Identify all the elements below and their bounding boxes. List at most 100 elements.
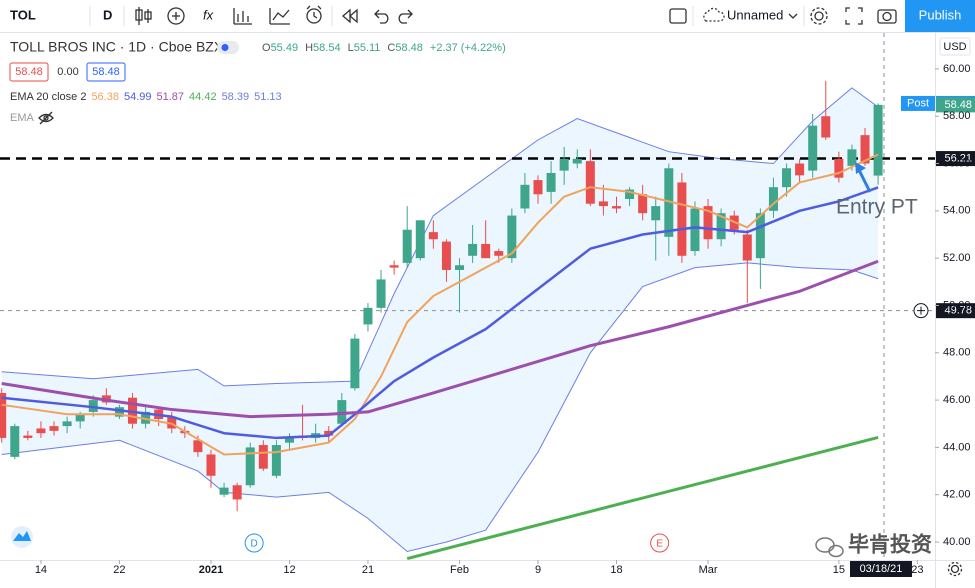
event-marker [650, 533, 670, 553]
candle-body [23, 435, 33, 438]
currency-box[interactable] [939, 37, 971, 56]
candle-body [0, 392, 7, 438]
candle-body [703, 206, 713, 240]
candle-body [677, 182, 687, 256]
fullscreen-icon[interactable] [845, 7, 863, 25]
candle-body [415, 220, 425, 259]
post-tag-label: Post [907, 97, 929, 109]
layout-name[interactable]: Unnamed [727, 7, 783, 22]
candle-body [441, 241, 451, 270]
candle-body [350, 338, 360, 389]
ohlc-key: H [305, 42, 313, 54]
candle-body [559, 158, 569, 171]
watermark-icon [815, 537, 844, 558]
candle-body [258, 445, 268, 469]
ema-value: 58.39 [222, 91, 250, 103]
publish-button[interactable] [905, 0, 975, 32]
event-marker [244, 533, 264, 553]
annotation: Entry PT [836, 196, 918, 219]
candle-body [598, 201, 608, 207]
candle-body [873, 104, 883, 176]
candle-body [690, 208, 700, 252]
band-line [1, 87, 879, 387]
cloud-icon [703, 7, 725, 22]
candle-body [651, 206, 661, 221]
x-tick-label: Mar [699, 564, 718, 576]
candle-body [376, 279, 386, 308]
settings-icon[interactable] [810, 7, 828, 25]
y-tick-label: 52.00 [943, 252, 971, 264]
y-tick-label: 54.00 [943, 205, 971, 217]
compare-icon[interactable] [233, 8, 252, 25]
ema-value: 51.13 [254, 91, 282, 103]
symbol[interactable]: TOL [10, 7, 36, 22]
dropdown-arrow[interactable] [788, 13, 798, 19]
ohlc-value: 55.11 [354, 42, 381, 54]
candle-body [638, 194, 648, 214]
ma-line [1, 186, 879, 440]
candle-body [494, 251, 504, 256]
candle-body [860, 135, 870, 164]
annotation-arrow [855, 162, 872, 193]
snapshot-icon[interactable] [877, 9, 897, 24]
toolbar [0, 0, 975, 32]
last-price-box [936, 97, 975, 113]
indicator-add-icon[interactable] [167, 7, 185, 25]
fx-icon[interactable]: fx [203, 7, 214, 22]
y-tick-label: 42.00 [943, 489, 971, 501]
candle-body [808, 125, 818, 171]
candle-body [664, 168, 674, 237]
time-settings-icon[interactable] [947, 561, 963, 577]
y-tick-label: 56.00 [943, 157, 971, 169]
candle-body [507, 215, 517, 259]
y-tick-label: 44.00 [943, 441, 971, 453]
candle-body [114, 407, 124, 417]
undo-icon[interactable] [374, 9, 389, 24]
legend-ohlc: O55.49 H58.54 L55.11 C58.48 +2.37 (+4.22%) [262, 42, 506, 54]
ema-value: 56.38 [91, 91, 119, 103]
legend-title: TOLL BROS INC · 1D · Cboe BZX [10, 39, 224, 55]
legend-ema: EMA 20 close 2 56.38 54.99 51.87 44.42 58.39 5… [10, 91, 282, 103]
candle-body [821, 116, 831, 138]
plot [0, 33, 935, 560]
y-tick-label: 50.00 [943, 299, 971, 311]
replay-icon[interactable] [342, 8, 358, 24]
candle-body [141, 411, 151, 424]
ma-line [1, 259, 879, 419]
entry-price-box [936, 151, 975, 167]
ohlc-change: +2.37 (+4.22%) [430, 42, 506, 54]
y-tick-label: 40.00 [943, 536, 971, 548]
candle-body [10, 426, 20, 457]
publish-label[interactable]: Publish [919, 7, 962, 22]
ohlc-value: 58.48 [395, 42, 423, 54]
session-toggle[interactable] [217, 41, 239, 54]
spread: 0.00 [57, 66, 78, 78]
candle-icon[interactable] [135, 7, 152, 25]
templates-icon[interactable] [269, 8, 290, 25]
post-tag [901, 95, 935, 111]
y-tick-label: 60.00 [943, 63, 971, 75]
candle-body [219, 487, 229, 495]
y-tick-label: 58.00 [943, 110, 971, 122]
redo-icon[interactable] [398, 9, 413, 24]
candle-body [742, 234, 752, 261]
x-tick-label: 21 [362, 564, 374, 576]
candle-body [337, 400, 347, 424]
alert-icon[interactable] [306, 5, 322, 24]
crosshair-price: 49.78 [944, 305, 972, 317]
event-label: E [656, 539, 663, 550]
candle-body [36, 428, 46, 434]
candle-body [324, 430, 334, 436]
candle-body [232, 485, 242, 500]
candle-body [782, 168, 792, 188]
candle-body [533, 180, 543, 195]
hidden-eye-icon[interactable] [38, 111, 54, 125]
candle-body [206, 454, 216, 476]
interval[interactable]: D [103, 7, 112, 22]
candle-body [546, 172, 556, 192]
candle-body [49, 426, 59, 431]
x-tick-label: Feb [450, 564, 469, 576]
fullscreen-layout-icon[interactable] [669, 8, 687, 24]
